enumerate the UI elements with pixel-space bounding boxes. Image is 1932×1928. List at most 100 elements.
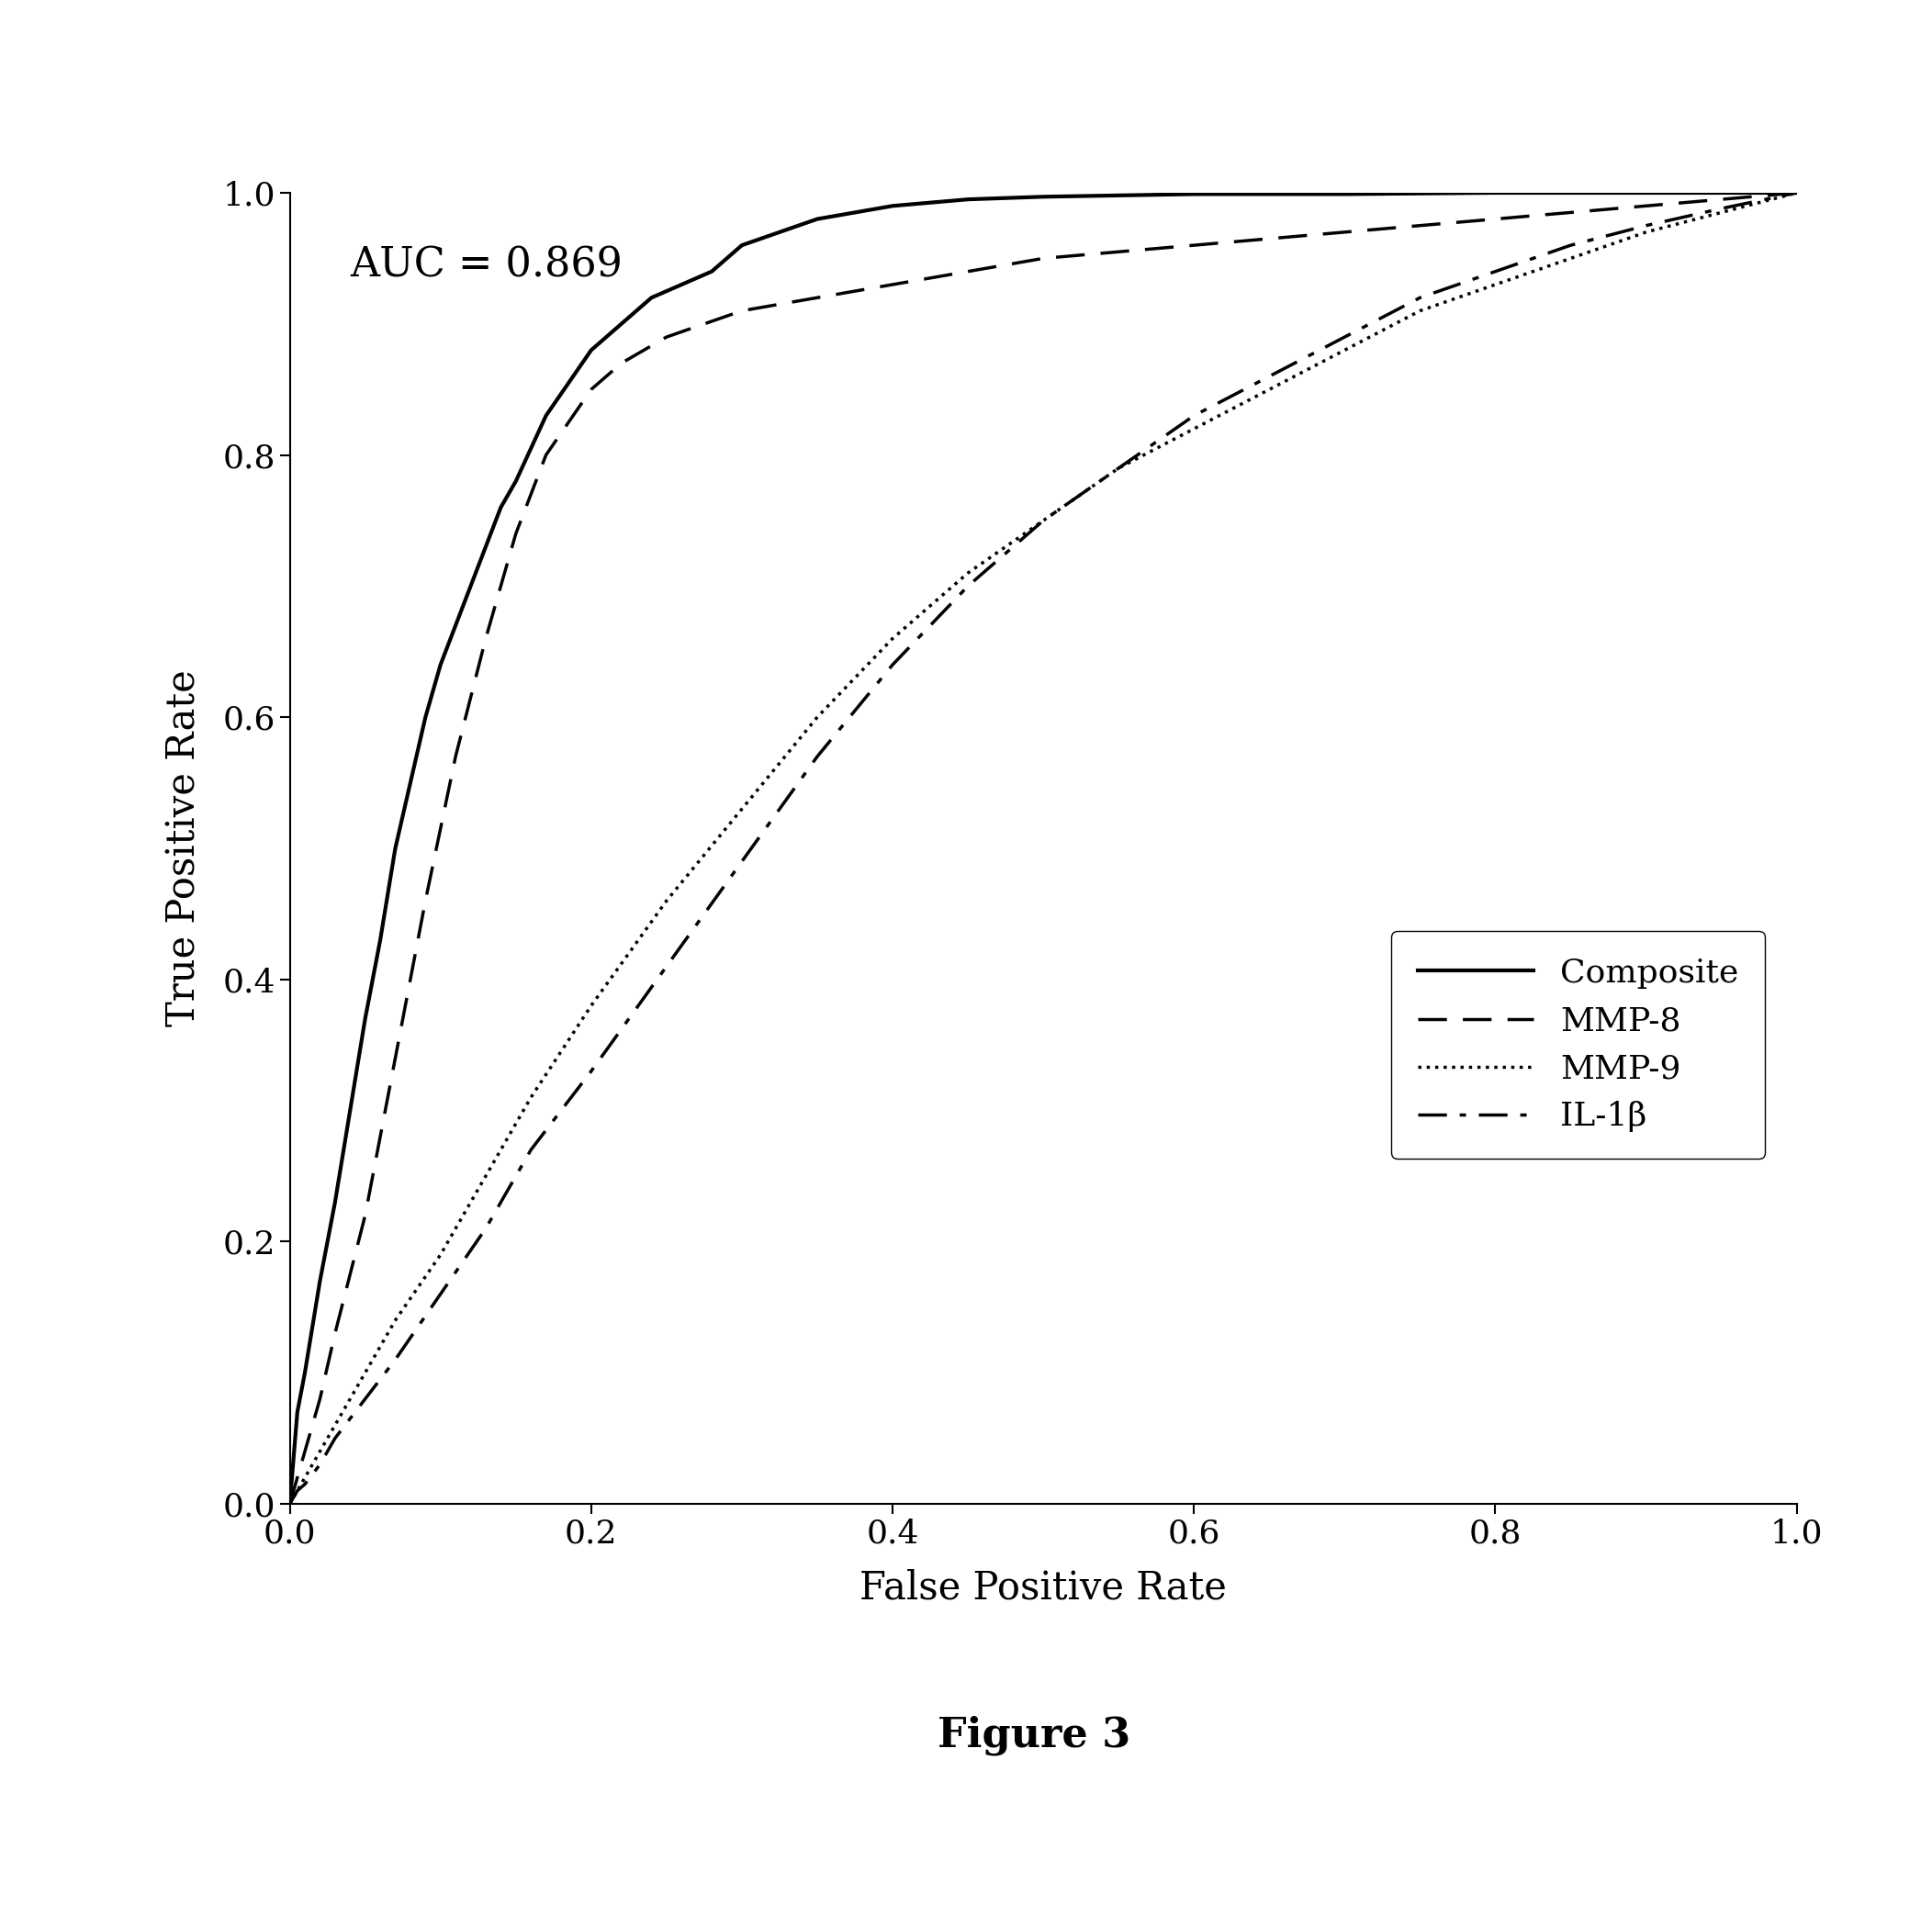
IL-1β [881, 654, 904, 677]
Composite [1333, 183, 1356, 206]
IL-1β [309, 1454, 332, 1477]
Composite [398, 771, 421, 794]
Composite [580, 339, 603, 362]
Composite [384, 837, 408, 860]
MMP-8 [309, 1388, 332, 1411]
MMP-9 [1785, 181, 1808, 204]
IL-1β [1182, 405, 1206, 428]
Composite [460, 575, 483, 598]
Line: MMP-8: MMP-8 [290, 193, 1797, 1504]
MMP-9 [1032, 509, 1055, 532]
IL-1β [286, 1479, 309, 1502]
MMP-9 [730, 798, 753, 821]
IL-1β [294, 1473, 317, 1496]
MMP-8 [655, 326, 678, 349]
Line: MMP-9: MMP-9 [290, 193, 1797, 1504]
MMP-9 [1107, 457, 1130, 480]
Composite [413, 706, 437, 729]
Composite [278, 1492, 301, 1515]
IL-1β [655, 954, 678, 977]
Composite [1484, 181, 1507, 204]
MMP-8 [806, 285, 829, 308]
MMP-8 [580, 378, 603, 401]
MMP-8 [1032, 247, 1055, 270]
MMP-9 [473, 1165, 497, 1188]
MMP-9 [1182, 416, 1206, 440]
MMP-9 [1559, 247, 1582, 270]
MMP-9 [806, 706, 829, 729]
Composite [699, 260, 723, 283]
MMP-9 [286, 1479, 309, 1502]
MMP-8 [1634, 195, 1658, 218]
IL-1β [1032, 509, 1055, 532]
Composite [1107, 183, 1130, 206]
Legend: Composite, MMP-8, MMP-9, IL-1β: Composite, MMP-8, MMP-9, IL-1β [1391, 931, 1766, 1159]
IL-1β [1258, 364, 1281, 388]
Composite [881, 195, 904, 218]
IL-1β [580, 1060, 603, 1084]
Composite [956, 187, 980, 210]
MMP-9 [956, 561, 980, 584]
Composite [1032, 185, 1055, 208]
MMP-8 [323, 1323, 346, 1346]
MMP-9 [881, 627, 904, 650]
Composite [1785, 181, 1808, 204]
Y-axis label: True Positive Rate: True Positive Rate [164, 669, 203, 1028]
MMP-9 [1333, 339, 1356, 362]
Composite [369, 929, 392, 952]
MMP-8 [1484, 208, 1507, 231]
IL-1β [956, 575, 980, 598]
Composite [323, 1192, 346, 1215]
IL-1β [1484, 260, 1507, 283]
MMP-9 [520, 1085, 543, 1109]
IL-1β [278, 1492, 301, 1515]
MMP-8 [504, 522, 527, 546]
Composite [504, 470, 527, 494]
MMP-8 [354, 1203, 377, 1226]
Composite [309, 1269, 332, 1292]
IL-1β [1408, 285, 1432, 308]
Composite [354, 1006, 377, 1030]
IL-1β [1559, 233, 1582, 256]
Composite [286, 1400, 309, 1423]
MMP-8 [278, 1492, 301, 1515]
MMP-8 [294, 1440, 317, 1463]
IL-1β [520, 1138, 543, 1161]
IL-1β [323, 1427, 346, 1450]
Composite [670, 274, 694, 297]
IL-1β [1785, 181, 1808, 204]
Line: Composite: Composite [290, 193, 1797, 1504]
MMP-9 [323, 1413, 346, 1436]
IL-1β [354, 1388, 377, 1411]
Composite [639, 285, 663, 308]
Composite [444, 613, 468, 636]
MMP-8 [535, 443, 558, 467]
IL-1β [1107, 457, 1130, 480]
MMP-9 [1258, 378, 1281, 401]
MMP-8 [611, 351, 634, 374]
Text: Figure 3: Figure 3 [937, 1716, 1130, 1754]
Composite [806, 208, 829, 231]
MMP-8 [384, 1047, 408, 1070]
IL-1β [384, 1348, 408, 1371]
MMP-8 [1182, 233, 1206, 256]
Text: AUC = 0.869: AUC = 0.869 [350, 245, 622, 285]
MMP-8 [473, 627, 497, 650]
MMP-8 [413, 889, 437, 912]
Composite [429, 654, 452, 677]
MMP-9 [1634, 220, 1658, 243]
IL-1β [473, 1217, 497, 1240]
IL-1β [1710, 197, 1733, 220]
Composite [473, 536, 497, 559]
MMP-9 [354, 1361, 377, 1384]
IL-1β [730, 850, 753, 873]
Composite [294, 1361, 317, 1384]
Composite [489, 495, 512, 519]
MMP-8 [1785, 181, 1808, 204]
Composite [1182, 183, 1206, 206]
MMP-9 [1710, 201, 1733, 224]
MMP-9 [294, 1465, 317, 1488]
MMP-9 [278, 1492, 301, 1515]
Composite [611, 312, 634, 335]
MMP-8 [881, 274, 904, 297]
